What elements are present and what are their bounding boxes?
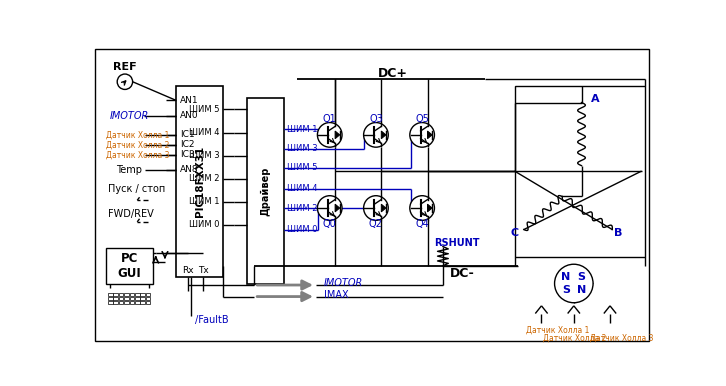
Text: ШИМ 4: ШИМ 4 (189, 128, 220, 137)
Text: Rx: Rx (182, 266, 194, 275)
Circle shape (364, 196, 388, 220)
Text: Q0: Q0 (323, 219, 337, 229)
Text: IMAX: IMAX (324, 290, 348, 300)
Text: AN0: AN0 (180, 111, 199, 120)
Bar (129, 293, 134, 296)
Bar (140, 293, 145, 296)
Bar (119, 301, 123, 303)
Bar (135, 297, 139, 300)
Bar (113, 297, 118, 300)
Text: Tx: Tx (198, 266, 209, 275)
Text: AN1: AN1 (180, 96, 199, 105)
Text: Q5: Q5 (415, 114, 429, 124)
Bar (140, 297, 145, 300)
Text: N: N (577, 285, 586, 295)
Circle shape (409, 196, 434, 220)
Text: PC
GUI: PC GUI (118, 252, 142, 280)
Circle shape (555, 264, 593, 303)
Text: Датчик Холла 1: Датчик Холла 1 (526, 326, 590, 335)
Bar (129, 297, 134, 300)
Bar (107, 248, 152, 284)
Text: REF: REF (113, 62, 136, 72)
Bar (140, 301, 145, 303)
Polygon shape (428, 131, 432, 139)
Text: Датчик Холла 3: Датчик Холла 3 (590, 334, 653, 343)
Bar (124, 301, 129, 303)
Bar (108, 293, 113, 296)
Bar (113, 301, 118, 303)
Text: Q4: Q4 (415, 219, 429, 229)
Bar (124, 293, 129, 296)
Text: Q2: Q2 (369, 219, 383, 229)
Circle shape (117, 74, 133, 90)
Bar (119, 297, 123, 300)
Text: Q1: Q1 (323, 114, 337, 124)
Text: DC-: DC- (450, 267, 475, 280)
Text: N: N (561, 271, 571, 281)
Circle shape (364, 122, 388, 147)
Text: /FaultB: /FaultB (195, 315, 229, 325)
Text: IMOTOR: IMOTOR (324, 278, 363, 288)
Bar (113, 293, 118, 296)
Text: RSHUNT: RSHUNT (434, 238, 480, 248)
Polygon shape (381, 131, 386, 139)
Bar (146, 301, 150, 303)
Bar (129, 301, 134, 303)
Text: ШИМ 2: ШИМ 2 (189, 174, 220, 183)
Text: DC+: DC+ (378, 67, 408, 80)
Text: IC3: IC3 (180, 151, 195, 159)
Text: A: A (591, 95, 600, 105)
Text: Temp: Temp (115, 164, 142, 174)
Text: ШИМ 5: ШИМ 5 (189, 105, 220, 114)
Circle shape (317, 196, 342, 220)
Text: ШИМ 3: ШИМ 3 (189, 151, 220, 160)
Text: Датчик Холла 2: Датчик Холла 2 (543, 334, 606, 343)
Polygon shape (335, 131, 340, 139)
Text: S: S (577, 271, 585, 281)
Text: Q3: Q3 (369, 114, 383, 124)
Bar (146, 297, 150, 300)
Polygon shape (335, 204, 340, 212)
Text: IMOTOR: IMOTOR (110, 111, 149, 120)
Polygon shape (428, 204, 432, 212)
Polygon shape (381, 204, 386, 212)
Bar (108, 301, 113, 303)
Text: IC2: IC2 (180, 141, 195, 149)
Text: AN8: AN8 (180, 165, 199, 174)
Bar (176, 86, 224, 277)
Bar (515, 86, 645, 257)
Text: S: S (562, 285, 570, 295)
Text: B: B (614, 228, 623, 238)
Text: Датчик Холла 3: Датчик Холла 3 (107, 151, 170, 159)
Text: ШИМ 0: ШИМ 0 (189, 220, 220, 229)
Bar (119, 293, 123, 296)
Text: ШИМ 1: ШИМ 1 (287, 125, 317, 134)
Text: Пуск / стоп: Пуск / стоп (108, 184, 166, 194)
Circle shape (317, 122, 342, 147)
Text: IC1: IC1 (180, 130, 195, 139)
Text: ШИМ 5: ШИМ 5 (287, 164, 317, 173)
Text: ШИМ 0: ШИМ 0 (287, 225, 317, 234)
Bar (135, 293, 139, 296)
Bar (108, 297, 113, 300)
Text: Датчик Холла 2: Датчик Холла 2 (107, 141, 170, 149)
Text: Датчик Холла 1: Датчик Холла 1 (107, 130, 170, 139)
Bar (124, 297, 129, 300)
Text: ШИМ 2: ШИМ 2 (287, 203, 317, 213)
Text: PIC18FXX31: PIC18FXX31 (195, 146, 205, 217)
Text: FWD/REV: FWD/REV (108, 209, 154, 219)
Text: C: C (510, 229, 518, 239)
Text: ШИМ 3: ШИМ 3 (287, 144, 317, 153)
Bar (146, 293, 150, 296)
Bar (135, 301, 139, 303)
Text: ШИМ 4: ШИМ 4 (287, 184, 317, 193)
Bar (247, 98, 284, 284)
Text: Драйвер: Драйвер (260, 166, 270, 216)
Circle shape (409, 122, 434, 147)
Text: ШИМ 1: ШИМ 1 (189, 197, 220, 207)
